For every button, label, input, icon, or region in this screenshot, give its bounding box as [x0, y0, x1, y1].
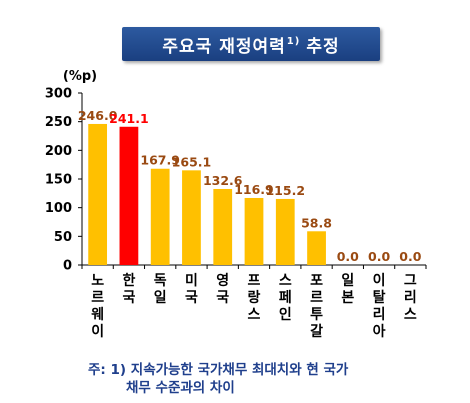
y-tick-label: 250	[45, 115, 72, 130]
chart-axes: 0 50 100 150 200 250 300	[45, 87, 427, 274]
y-tick-label: 200	[45, 144, 72, 159]
y-tick-label: 150	[45, 173, 72, 188]
bar-value-label: 246.0	[78, 108, 118, 123]
bar	[213, 188, 233, 265]
bar	[275, 198, 295, 265]
chart-title-main: 주요국 재정여력	[162, 36, 286, 57]
chart-title: 주요국 재정여력 1) 추정	[122, 27, 380, 61]
bar-value-label: 58.8	[301, 215, 332, 230]
chart-title-tail: 추정	[306, 36, 340, 57]
bar-value-label: 132.6	[203, 173, 243, 188]
bar-value-label: 165.1	[172, 154, 212, 169]
y-axis-unit-label: (%p)	[63, 69, 97, 84]
bar-value-label: 116.9	[234, 182, 274, 197]
bar	[119, 126, 139, 265]
chart-bars	[88, 123, 326, 266]
bar-value-label: 115.2	[265, 183, 305, 198]
chart-title-footnote-mark: 1)	[286, 35, 301, 47]
bar	[88, 123, 108, 266]
bar-value-label: 0.0	[399, 249, 421, 264]
y-tick-label: 50	[54, 230, 72, 245]
bar	[307, 231, 326, 265]
y-tick-label: 0	[63, 259, 72, 274]
bar	[150, 168, 170, 265]
bar	[244, 197, 264, 265]
footnote-line-1: 주: 1) 지속가능한 국가채무 최대치와 현 국가	[88, 362, 349, 378]
bar-value-label: 0.0	[337, 249, 359, 264]
chart-category-labels: 노 르 웨 이 한 국 독 일 미 국 영 국 프 랑 스 스 페 인 포 르 투 갈 일 본 이 탈 리 아 그 리 스	[91, 272, 417, 340]
bar-value-label: 0.0	[368, 249, 390, 264]
bar-value-label: 241.1	[109, 111, 149, 126]
y-tick-label: 100	[45, 201, 72, 216]
footnote-line-2: 채무 수준과의 차이	[126, 380, 235, 396]
footnote: 주: 1) 지속가능한 국가채무 최대치와 현 국가 채무 수준과의 차이	[88, 361, 463, 397]
bar-value-label: 167.9	[140, 153, 180, 168]
y-tick-label: 300	[45, 87, 72, 102]
bar	[182, 170, 201, 265]
